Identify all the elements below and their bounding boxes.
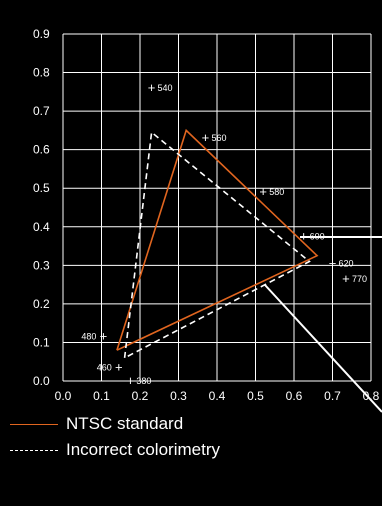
callout-lines	[264, 236, 382, 413]
wavelength-label: 480	[81, 332, 96, 342]
wavelength-label: 580	[269, 187, 284, 197]
x-tick-label: 0.4	[209, 389, 226, 403]
tick-labels: 0.0 0.1 0.2 0.3 0.4 0.5 0.6 0.7 0.8 0.0 0.1 0.2 0.3 0…	[33, 27, 380, 403]
x-tick-label: 0.8	[363, 389, 380, 403]
wavelength-annotations: +540+560+580+600+620+770+480+460+380	[81, 80, 367, 388]
wavelength-marker: +	[259, 184, 267, 199]
x-tick-label: 0.1	[93, 389, 110, 403]
ntsc-standard-triangle	[116, 128, 319, 351]
wavelength-label: 770	[352, 274, 367, 284]
x-tick-label: 0.0	[55, 389, 72, 403]
grid-lines	[62, 33, 372, 382]
x-tick-label: 0.2	[132, 389, 149, 403]
wavelength-label: 380	[136, 376, 151, 386]
y-tick-label: 0.5	[33, 181, 50, 195]
y-tick-label: 0.3	[33, 258, 50, 272]
y-tick-label: 0.2	[33, 297, 50, 311]
legend-swatch-incorrect	[10, 449, 58, 451]
x-tick-label: 0.5	[247, 389, 264, 403]
legend-label-ntsc: NTSC standard	[66, 414, 184, 433]
wavelength-label: 560	[211, 133, 226, 143]
series-lines	[116, 128, 319, 359]
wavelength-marker: +	[300, 228, 308, 243]
incorrect-colorimetry-triangle	[123, 130, 311, 359]
legend-swatch-ntsc	[10, 423, 58, 425]
legend-ntsc: NTSC standard	[10, 414, 183, 434]
legend-incorrect: Incorrect colorimetry	[10, 440, 220, 460]
y-tick-label: 0.7	[33, 104, 50, 118]
wavelength-label: 460	[97, 363, 112, 373]
wavelength-label: 620	[339, 258, 354, 268]
y-tick-label: 0.4	[33, 220, 50, 234]
callout-line-lower	[264, 284, 382, 413]
x-tick-label: 0.7	[324, 389, 341, 403]
y-tick-label: 0.1	[33, 335, 50, 349]
x-tick-label: 0.6	[286, 389, 303, 403]
legend-label-incorrect: Incorrect colorimetry	[66, 440, 220, 459]
wavelength-marker: +	[115, 360, 123, 375]
wavelength-marker: +	[342, 271, 350, 286]
wavelength-label: 540	[158, 83, 173, 93]
wavelength-marker: +	[148, 80, 156, 95]
wavelength-marker: +	[202, 130, 210, 145]
wavelength-marker: +	[100, 329, 108, 344]
y-tick-label: 0.0	[33, 374, 50, 388]
wavelength-marker: +	[329, 255, 337, 270]
y-tick-label: 0.8	[33, 66, 50, 80]
y-tick-label: 0.9	[33, 27, 50, 41]
wavelength-marker: +	[127, 373, 135, 388]
y-tick-label: 0.6	[33, 143, 50, 157]
x-tick-label: 0.3	[170, 389, 187, 403]
